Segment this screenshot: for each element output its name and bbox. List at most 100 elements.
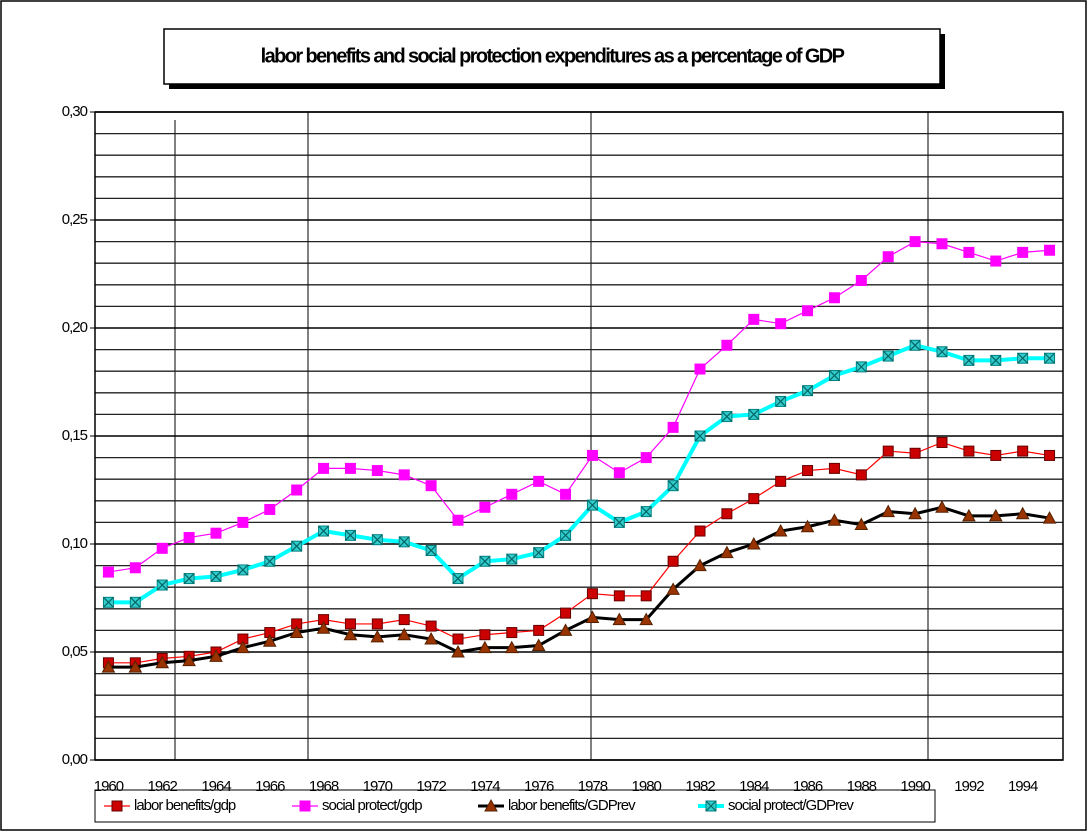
- marker-cross: [936, 346, 948, 358]
- title-box: [163, 28, 941, 85]
- point: [1042, 511, 1057, 524]
- point: [640, 590, 652, 602]
- point: [667, 421, 679, 433]
- point: [111, 800, 123, 812]
- point: [425, 620, 437, 632]
- x-tick-label: 1992: [954, 778, 984, 795]
- point: [533, 624, 545, 636]
- marker-cross: [1017, 352, 1029, 364]
- point: [881, 504, 896, 518]
- point: [479, 629, 491, 641]
- point: [210, 527, 222, 539]
- point: [990, 449, 1002, 461]
- chart-title: labor benefits and social protection exp…: [261, 45, 845, 67]
- point: [478, 640, 492, 654]
- point: [908, 506, 922, 520]
- x-tick-label: 1964: [201, 778, 231, 795]
- marker-cross: [560, 529, 571, 541]
- point: [343, 627, 358, 641]
- marker-cross: [398, 536, 410, 548]
- point: [639, 612, 654, 626]
- point: [721, 508, 733, 520]
- point: [828, 292, 840, 304]
- point: [344, 618, 356, 630]
- point: [828, 462, 840, 474]
- point: [452, 514, 464, 526]
- point: [209, 649, 223, 662]
- marker-cross: [640, 506, 652, 518]
- point: [963, 246, 975, 258]
- point: [855, 274, 867, 286]
- marker-cross: [613, 516, 625, 528]
- y-tick-label: 0,00: [62, 751, 88, 768]
- point: [694, 363, 706, 375]
- marker-cross: [291, 540, 303, 552]
- point: [425, 480, 437, 492]
- point: [775, 318, 787, 330]
- point: [506, 627, 518, 639]
- point: [855, 469, 867, 481]
- x-tick-label: 1974: [470, 778, 500, 795]
- marker-cross: [345, 529, 356, 541]
- point: [370, 629, 385, 643]
- point: [344, 462, 356, 474]
- point: [531, 638, 546, 652]
- point: [585, 610, 600, 623]
- point: [1044, 244, 1056, 256]
- y-tick-label: 0,25: [62, 211, 88, 228]
- point: [693, 558, 707, 572]
- point: [101, 660, 116, 673]
- legend: [94, 789, 936, 823]
- point: [289, 625, 304, 639]
- point: [291, 484, 303, 496]
- marker-cross: [506, 553, 518, 565]
- point: [909, 447, 921, 459]
- point: [316, 621, 331, 634]
- point: [667, 555, 679, 567]
- point: [371, 618, 383, 630]
- point: [183, 532, 195, 544]
- x-tick-label: 1982: [685, 778, 715, 795]
- x-tick-label: 1984: [739, 778, 769, 795]
- point: [560, 607, 572, 619]
- x-tick-label: 1962: [148, 778, 178, 795]
- marker-cross: [587, 499, 598, 511]
- point: [484, 798, 498, 812]
- legend-label: social protect/gdp: [322, 797, 422, 814]
- point: [935, 500, 949, 513]
- point: [398, 614, 410, 626]
- point: [102, 566, 114, 578]
- point: [1017, 445, 1029, 457]
- marker-cross: [371, 534, 383, 546]
- point: [398, 469, 410, 481]
- x-tick-label: 1988: [847, 778, 877, 795]
- y-tick-label: 0,10: [62, 535, 88, 552]
- point: [613, 467, 625, 479]
- point: [560, 488, 572, 500]
- x-tick-label: 1986: [793, 778, 823, 795]
- point: [397, 627, 412, 641]
- marker-cross: [183, 573, 195, 584]
- x-tick-label: 1972: [416, 778, 446, 795]
- x-tick-label: 1976: [524, 778, 554, 795]
- point: [613, 590, 625, 602]
- marker-cross: [479, 555, 491, 567]
- y-tick-label: 0,05: [62, 643, 88, 660]
- plot-frame: [94, 111, 1064, 761]
- point: [694, 525, 706, 537]
- y-tick-label: 0,15: [62, 427, 88, 444]
- x-tick-label: 1970: [363, 778, 393, 795]
- point: [318, 462, 330, 474]
- point: [504, 640, 519, 654]
- marker-cross: [237, 564, 249, 576]
- x-tick-label: 1968: [309, 778, 339, 795]
- point: [990, 255, 1002, 267]
- marker-cross: [802, 385, 813, 397]
- point: [236, 640, 250, 654]
- point: [424, 631, 438, 645]
- point: [1044, 449, 1056, 461]
- point: [129, 562, 141, 574]
- marker-cross: [909, 339, 921, 351]
